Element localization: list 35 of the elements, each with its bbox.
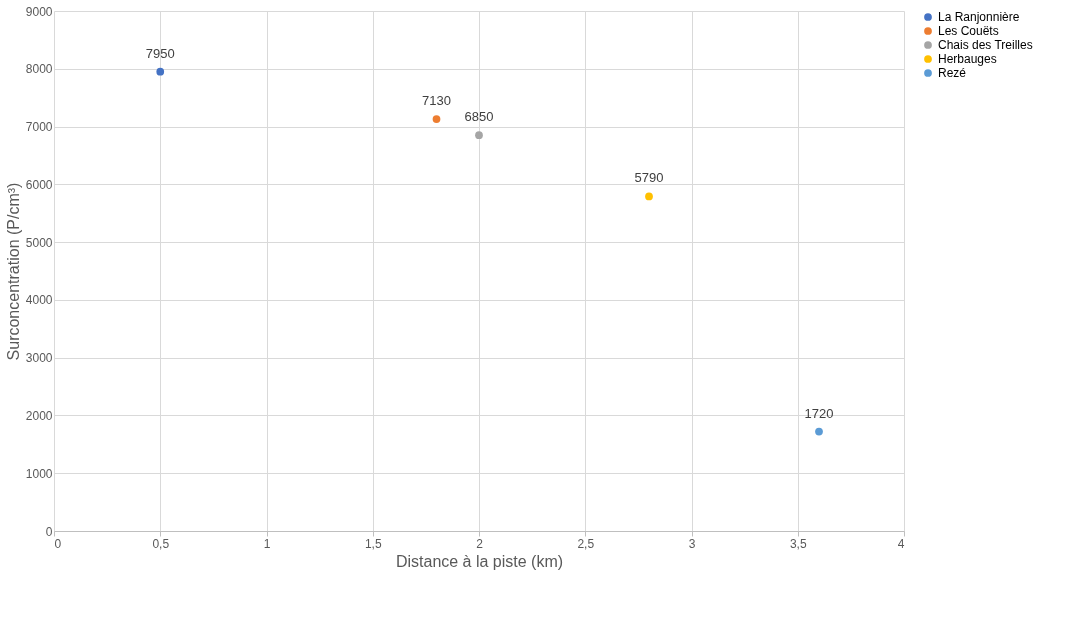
data-label: 7950 bbox=[145, 45, 175, 61]
legend-label: Herbauges bbox=[938, 52, 997, 66]
data-label: 6850 bbox=[464, 109, 494, 125]
y-tick-label: 4000 bbox=[25, 293, 53, 308]
y-tick-label: 3000 bbox=[25, 351, 53, 366]
x-tick-label: 1,5 bbox=[364, 536, 382, 551]
y-tick-label: 1000 bbox=[25, 466, 53, 481]
data-label: 1720 bbox=[804, 405, 834, 421]
legend-label: La Ranjonnière bbox=[938, 10, 1020, 24]
x-tick-label: 2,5 bbox=[577, 536, 595, 551]
point bbox=[475, 131, 483, 140]
legend-label: Rezé bbox=[938, 66, 967, 80]
y-axis-title: Surconcentration (P/cm³) bbox=[4, 182, 22, 361]
point bbox=[815, 427, 823, 436]
y-tick-label: 7000 bbox=[25, 120, 53, 135]
x-tick-label: 1 bbox=[263, 536, 271, 551]
y-tick-label: 2000 bbox=[25, 408, 53, 423]
x-tick-label: 3 bbox=[688, 536, 696, 551]
x-tick-label: 2 bbox=[476, 536, 484, 551]
point bbox=[156, 67, 165, 76]
x-tick-label: 3,5 bbox=[789, 536, 807, 551]
y-tick-label: 6000 bbox=[25, 177, 53, 192]
legend-label: Chais des Treilles bbox=[938, 38, 1033, 52]
x-axis-title: Distance à la piste (km) bbox=[395, 552, 564, 570]
data-label: 7130 bbox=[422, 93, 451, 109]
data-label: 5790 bbox=[634, 170, 664, 186]
point bbox=[645, 192, 653, 201]
legend-label: Les Couëts bbox=[938, 24, 999, 38]
point bbox=[432, 115, 441, 123]
x-tick-label: 0,5 bbox=[152, 536, 170, 551]
x-tick-label: 4 bbox=[897, 536, 905, 551]
y-tick-label: 9000 bbox=[25, 4, 53, 19]
y-tick-label: 8000 bbox=[25, 62, 53, 77]
y-tick-label: 5000 bbox=[25, 235, 53, 250]
y-tick-label: 0 bbox=[45, 524, 53, 539]
